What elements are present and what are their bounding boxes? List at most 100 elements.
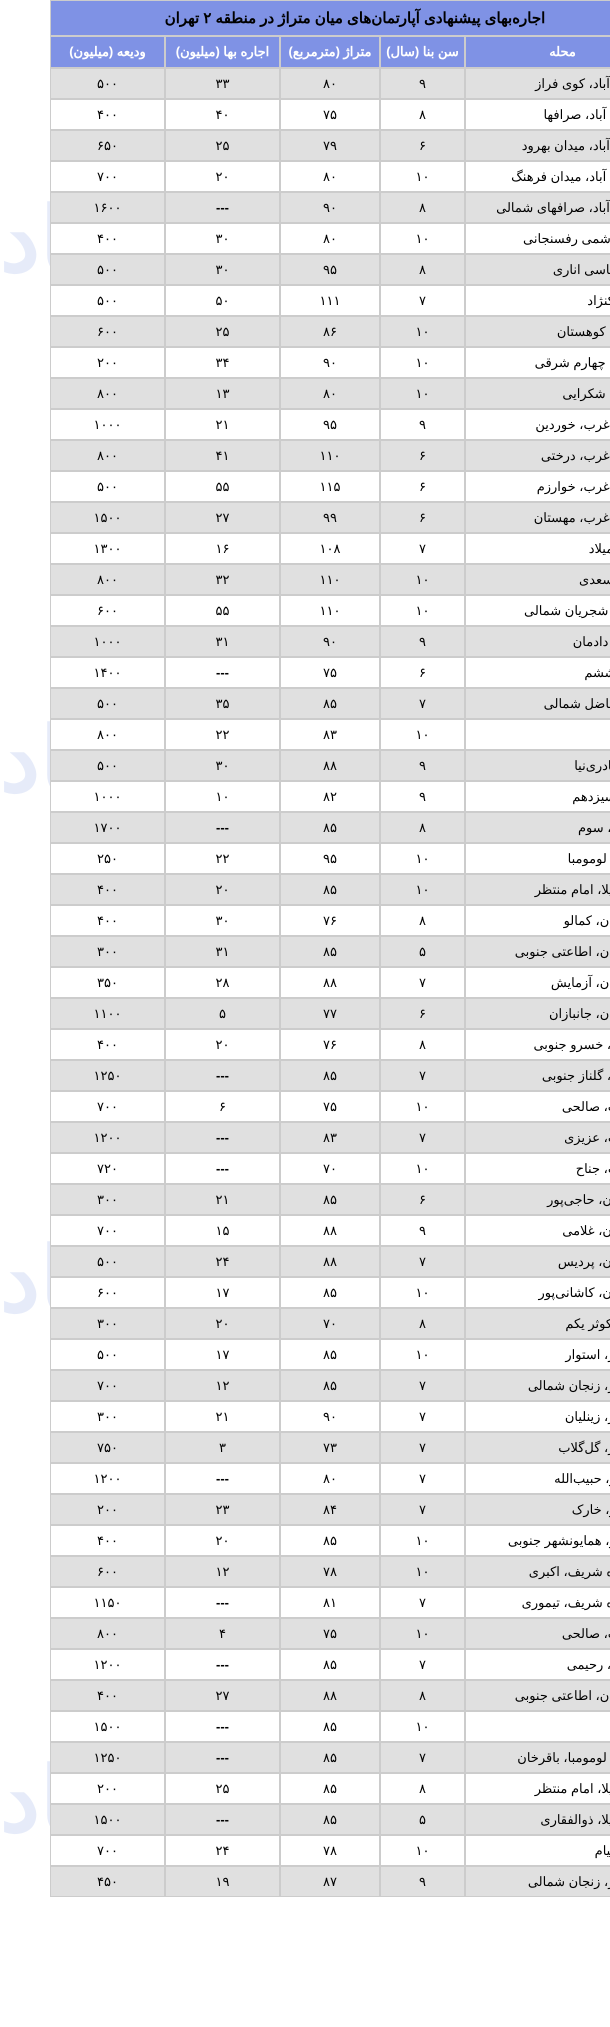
cell-age: ۱۰: [330, 595, 415, 626]
table-row: طرشت، صالحی۱۰۷۵۴۸۰۰: [0, 1618, 610, 1649]
cell-deposit: ۱۵۰۰: [0, 1711, 115, 1742]
cell-rent: ۳۱: [115, 626, 230, 657]
cell-neighborhood: سپهر، میلاد: [415, 533, 610, 564]
table-body: دنیای اقتصاددنیای اقتصاددنیای اقتصاددنیا…: [0, 68, 610, 1897]
cell-deposit: ۶۰۰: [0, 316, 115, 347]
cell-area: ۸۲: [230, 781, 330, 812]
cell-deposit: ۵۰۰: [0, 688, 115, 719]
cell-deposit: ۴۰۰: [0, 905, 115, 936]
cell-neighborhood: گیشا: [415, 719, 610, 750]
cell-deposit: ۱۵۰۰: [0, 1804, 115, 1835]
table-row: مرزداران، اطاعتی جنوبی۸۸۸۲۷۴۰۰: [0, 1680, 610, 1711]
cell-deposit: ۱۴۰۰: [0, 657, 115, 688]
cell-area: ۸۵: [230, 1184, 330, 1215]
cell-neighborhood: تهران‌ویلا، ذوالفقاری: [415, 1804, 610, 1835]
cell-neighborhood: گیشا، فاضل شمالی: [415, 688, 610, 719]
table-row: مرزداران، کمالو۸۷۶۳۰۴۰۰: [0, 905, 610, 936]
cell-neighborhood: توحید، کوثر یکم: [415, 1308, 610, 1339]
cell-area: ۷۵: [230, 657, 330, 688]
cell-neighborhood: شهرآرا، سوم: [415, 812, 610, 843]
cell-rent: ۲۵: [115, 1773, 230, 1804]
cell-area: ۷۷: [230, 998, 330, 1029]
cell-deposit: ۲۰۰: [0, 347, 115, 378]
cell-rent: ۲۷: [115, 1680, 230, 1711]
table-row: شادمهر، زنجان شمالی۹۸۷۱۹۴۵۰: [0, 1866, 610, 1897]
cell-area: ۹۰: [230, 192, 330, 223]
cell-age: ۱۰: [330, 1835, 415, 1866]
table-row: گیشا، نادری‌نیا۹۸۸۳۰۵۰۰: [0, 750, 610, 781]
cell-deposit: ۶۵۰: [0, 130, 115, 161]
col-header-neighborhood: محله: [415, 36, 610, 68]
cell-rent: ۴۰: [115, 99, 230, 130]
cell-area: ۹۵: [230, 254, 330, 285]
cell-neighborhood: آسمان، چهارم شرقی: [415, 347, 610, 378]
cell-area: ۷۳: [230, 1432, 330, 1463]
cell-age: ۱۰: [330, 161, 415, 192]
cell-age: ۸: [330, 254, 415, 285]
cell-rent: ۳۴: [115, 347, 230, 378]
table-row: پرواز، پیام۱۰۷۸۲۴۷۰۰: [0, 1835, 610, 1866]
cell-neighborhood: طرشت، جناح: [415, 1153, 610, 1184]
cell-area: ۷۶: [230, 1029, 330, 1060]
cell-age: ۱۰: [330, 719, 415, 750]
table-title-row: اجاره‌بهای پیشنهادی آپارتمان‌های میان مت…: [0, 0, 610, 36]
cell-age: ۷: [330, 1587, 415, 1618]
cell-neighborhood: پاتریس لومومبا، باقرخان: [415, 1742, 610, 1773]
cell-rent: ---: [115, 1463, 230, 1494]
cell-age: ۱۰: [330, 1339, 415, 1370]
cell-area: ۸۷: [230, 1866, 330, 1897]
cell-area: ۸۸: [230, 1246, 330, 1277]
cell-deposit: ۴۰۰: [0, 1525, 115, 1556]
cell-deposit: ۵۰۰: [0, 750, 115, 781]
table-row: گیشا۱۰۸۵---۱۵۰۰: [0, 1711, 610, 1742]
cell-age: ۱۰: [330, 347, 415, 378]
table-row: دریان‌نو، همایونشهر جنوبی۱۰۸۵۲۰۴۰۰: [0, 1525, 610, 1556]
cell-deposit: ۸۰۰: [0, 440, 115, 471]
cell-neighborhood: ستارخان، پردیس: [415, 1246, 610, 1277]
cell-age: ۵: [330, 1804, 415, 1835]
cell-area: ۸۵: [230, 1060, 330, 1091]
cell-area: ۸۵: [230, 936, 330, 967]
col-header-deposit: ودیعه (میلیون): [0, 36, 115, 68]
cell-age: ۷: [330, 1060, 415, 1091]
cell-deposit: ۱۱۵۰: [0, 1587, 115, 1618]
cell-neighborhood: ستارخان، کاشانی‌پور: [415, 1277, 610, 1308]
cell-area: ۱۱۰: [230, 595, 330, 626]
table-row: شهرک غرب، خوارزم۶۱۱۵۵۵۵۰۰: [0, 471, 610, 502]
cell-deposit: ۴۰۰: [0, 223, 115, 254]
cell-neighborhood: دریان‌نو، حبیب‌الله: [415, 1463, 610, 1494]
cell-deposit: ۱۳۰۰: [0, 533, 115, 564]
cell-area: ۸۵: [230, 1370, 330, 1401]
table-row: ستارخان، حاجی‌پور۶۸۵۲۱۳۰۰: [0, 1184, 610, 1215]
table-row: دریا، عباسی اناری۸۹۵۳۰۵۰۰: [0, 254, 610, 285]
cell-age: ۱۰: [330, 564, 415, 595]
cell-deposit: ۷۰۰: [0, 1091, 115, 1122]
cell-age: ۷: [330, 1246, 415, 1277]
cell-neighborhood: آسمان، کوهستان: [415, 316, 610, 347]
cell-area: ۸۵: [230, 812, 330, 843]
cell-rent: ۴: [115, 1618, 230, 1649]
cell-age: ۸: [330, 1773, 415, 1804]
cell-age: ۸: [330, 1029, 415, 1060]
rent-table: اجاره‌بهای پیشنهادی آپارتمان‌های میان مت…: [0, 0, 610, 1897]
cell-deposit: ۴۰۰: [0, 1029, 115, 1060]
cell-neighborhood: شهرک غرب، مهستان: [415, 502, 610, 533]
cell-deposit: ۵۰۰: [0, 1246, 115, 1277]
cell-neighborhood: دریا، هاشمی رفسنجانی: [415, 223, 610, 254]
cell-area: ۹۰: [230, 626, 330, 657]
cell-neighborhood: شهرک غرب، خوارزم: [415, 471, 610, 502]
cell-deposit: ۴۰۰: [0, 1680, 115, 1711]
cell-rent: ۲۴: [115, 1246, 230, 1277]
cell-age: ۱۰: [330, 1525, 415, 1556]
cell-deposit: ۳۰۰: [0, 1401, 115, 1432]
cell-neighborhood: طرشت، صالحی: [415, 1091, 610, 1122]
table-row: طرشت، صالحی۱۰۷۵۶۷۰۰: [0, 1091, 610, 1122]
cell-area: ۷۰: [230, 1308, 330, 1339]
table-row: شادمهر، زینلیان۷۹۰۲۱۳۰۰: [0, 1401, 610, 1432]
cell-area: ۸۴: [230, 1494, 330, 1525]
cell-rent: ۲۵: [115, 130, 230, 161]
cell-neighborhood: مرزداران، کمالو: [415, 905, 610, 936]
table-row: مرزداران، آزمایش۷۸۸۲۸۳۵۰: [0, 967, 610, 998]
cell-rent: ۳: [115, 1432, 230, 1463]
cell-rent: ۱۶: [115, 533, 230, 564]
